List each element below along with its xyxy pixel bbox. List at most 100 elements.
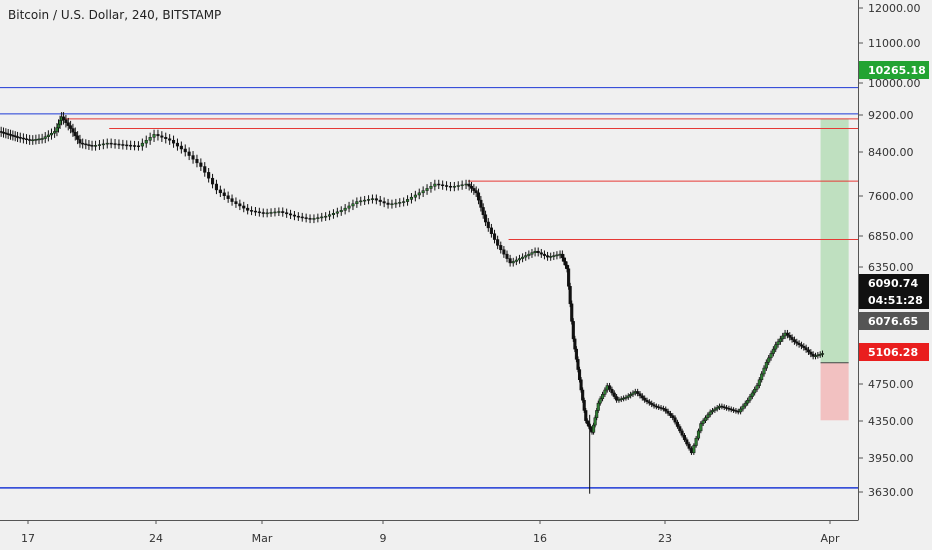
candle-body <box>308 218 312 220</box>
candle-body <box>626 395 630 398</box>
candle-body <box>347 205 351 209</box>
candle-body <box>650 402 654 405</box>
candle-body <box>767 357 771 363</box>
candle-body <box>474 190 478 194</box>
y-tick-label: 4350.00 <box>868 415 914 428</box>
candle-body <box>715 407 719 410</box>
current-price-badge: 6076.65 <box>868 315 918 328</box>
candle-body <box>363 199 367 202</box>
candle-body <box>582 399 586 411</box>
y-tick-label: 12000.00 <box>868 2 921 15</box>
candle-body <box>164 137 168 140</box>
candle-body <box>335 211 339 214</box>
candle-body <box>191 155 195 160</box>
candle-body <box>612 392 616 397</box>
candle-body <box>601 394 605 400</box>
candle-body <box>109 142 113 145</box>
candle-body <box>370 198 374 200</box>
candle-body <box>581 389 585 401</box>
candle-body <box>312 218 316 220</box>
candle-body <box>277 211 281 213</box>
candle-body <box>40 138 44 140</box>
candle-body <box>652 404 656 407</box>
candle-body <box>445 185 449 187</box>
candle-body <box>218 189 222 194</box>
y-tick-label: 6350.00 <box>868 261 914 274</box>
candle-body <box>378 199 382 202</box>
candle-body <box>481 207 485 215</box>
candle-body <box>502 249 506 255</box>
candle-body <box>593 417 597 426</box>
y-tick-label: 3630.00 <box>868 486 914 499</box>
candle-body <box>699 423 703 432</box>
candle-body <box>448 185 452 188</box>
candle-body <box>34 139 38 141</box>
candle-body <box>804 347 808 351</box>
candle-body <box>530 252 534 255</box>
x-tick-label: 16 <box>533 532 547 545</box>
candle-body <box>269 212 273 214</box>
candle-body <box>320 216 324 219</box>
y-tick-label: 11000.00 <box>868 37 921 50</box>
candle-body <box>524 255 528 258</box>
candle-body <box>668 413 672 416</box>
candle-body <box>46 134 50 137</box>
candle-body <box>101 143 105 146</box>
candle-body <box>708 411 712 416</box>
stop-price-badge: 5106.28 <box>868 346 918 359</box>
candle-body <box>117 143 121 146</box>
candle-body <box>214 183 218 191</box>
candle-body <box>769 353 773 359</box>
candle-body <box>234 201 238 205</box>
target-price-badge-bg <box>859 61 929 79</box>
candle-body <box>546 255 550 258</box>
candle-body <box>355 201 359 205</box>
candle-body <box>664 408 668 412</box>
candle-body <box>610 389 614 394</box>
candle-body <box>58 120 62 125</box>
candle-body <box>517 258 522 261</box>
candle-body <box>421 190 425 194</box>
candle-body <box>579 379 583 391</box>
candle-body <box>49 132 54 136</box>
x-tick-label: 23 <box>658 532 672 545</box>
candle-body <box>760 373 764 381</box>
candle-body <box>398 202 402 204</box>
candle-body <box>136 145 140 148</box>
candle-body <box>90 145 94 147</box>
candle-body <box>31 139 35 142</box>
candle-body <box>230 198 234 202</box>
candle-body <box>84 143 88 146</box>
candle-body <box>748 396 752 401</box>
x-tick-label: Apr <box>820 532 840 545</box>
candle-body <box>567 268 571 287</box>
candle-body <box>21 137 25 140</box>
candle-body <box>533 250 537 253</box>
candle-body <box>175 142 179 147</box>
candle-body <box>300 216 304 219</box>
candle-body <box>28 139 32 141</box>
candle-body <box>527 253 531 256</box>
candle-body <box>16 136 20 138</box>
candle-body <box>66 122 70 126</box>
candle-body <box>257 211 261 214</box>
candle-body <box>809 351 813 355</box>
candle-body <box>706 414 710 419</box>
candle-body <box>806 349 811 353</box>
candle-body <box>55 127 59 132</box>
candle-body <box>43 136 47 139</box>
candle-body <box>476 192 481 201</box>
candle-body <box>629 394 633 397</box>
candle-body <box>647 401 651 404</box>
candle-body <box>753 389 757 394</box>
candle-body <box>64 119 68 123</box>
candle-body <box>638 393 642 397</box>
candle-body <box>640 395 644 399</box>
candle-body <box>417 192 421 196</box>
candle-body <box>467 183 471 187</box>
candle-body <box>678 426 682 432</box>
candle-body <box>148 137 152 141</box>
candle-body <box>673 417 677 423</box>
candle-body <box>105 142 109 145</box>
